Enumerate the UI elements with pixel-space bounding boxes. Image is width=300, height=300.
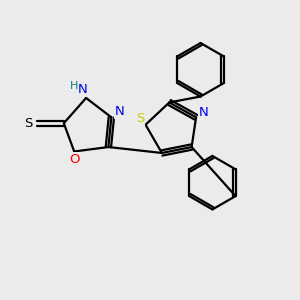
Text: S: S [25,117,33,130]
Text: N: N [78,83,88,96]
Text: O: O [69,153,80,166]
Text: H: H [69,81,78,91]
Text: S: S [136,112,144,125]
Text: N: N [199,106,208,119]
Text: N: N [115,105,124,118]
